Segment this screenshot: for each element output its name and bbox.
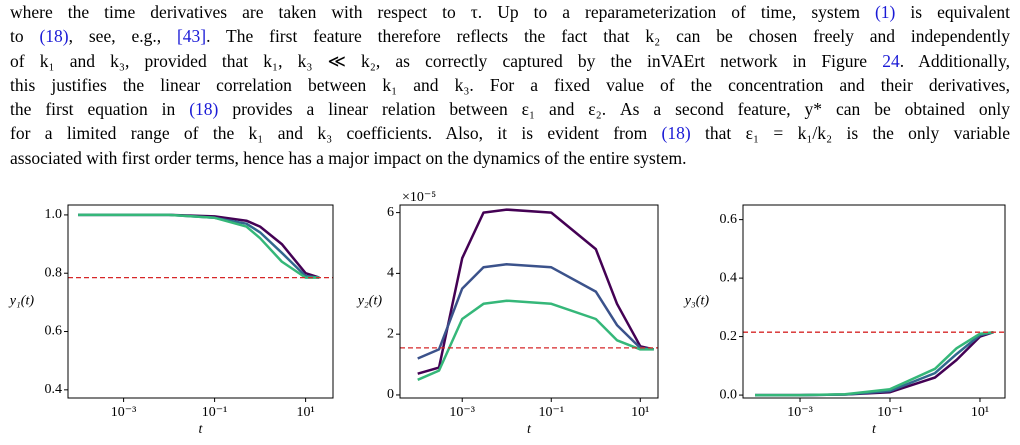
y-tick-label: 0.0	[720, 387, 738, 402]
text: , see, e.g.,	[68, 26, 177, 47]
y-offset-label: ×10⁻⁵	[402, 190, 436, 205]
x-tick-label: 10⁻³	[449, 405, 475, 420]
curve	[755, 331, 994, 397]
y-tick-label: 0.6	[45, 324, 63, 339]
reference-link[interactable]: (1)	[874, 2, 896, 22]
curve	[78, 213, 320, 279]
text-line: this justifies the linear correlation be…	[10, 73, 1010, 97]
text: the first equation in	[10, 99, 190, 120]
y-axis-label: y₂(t)	[356, 294, 383, 309]
curve	[417, 299, 654, 381]
y-tick-label: 0	[387, 387, 394, 402]
x-axis-label: t	[527, 422, 532, 437]
text-line: associated with first order terms, hence…	[10, 146, 1010, 170]
axes-frame	[399, 204, 659, 399]
curve	[417, 263, 654, 360]
curve	[755, 330, 994, 397]
x-tick-label: 10¹	[297, 405, 315, 420]
reference-link[interactable]: [43]	[176, 26, 207, 47]
reference-link[interactable]: (18)	[661, 123, 691, 144]
text: of k₁ and k₃, provided that k₁, k₃ ≪ k₂,…	[10, 50, 883, 71]
curve	[78, 213, 320, 279]
reference-link[interactable]: (18)	[189, 99, 219, 120]
x-tick-label: 10⁻¹	[877, 405, 903, 420]
axes-frame	[742, 204, 1006, 399]
text: associated with first order terms, hence…	[10, 147, 687, 168]
text-line: for a limited range of the k₁ and k₃ coe…	[10, 121, 1010, 145]
text-line: where the time derivatives are taken wit…	[10, 0, 1010, 24]
curve	[755, 330, 994, 397]
text: where the time derivatives are taken wit…	[10, 2, 875, 22]
y-axis-label: y₃(t)	[683, 294, 710, 309]
text: for a limited range of the k₁ and k₃ coe…	[10, 123, 662, 144]
y-tick-label: 0.8	[45, 265, 63, 280]
y-tick-label: 0.2	[720, 329, 738, 344]
y-tick-label: 1.0	[45, 207, 63, 222]
y-axis-label: y₁(t)	[8, 294, 35, 309]
x-tick-label: 10⁻³	[787, 405, 813, 420]
x-tick-label: 10⁻¹	[202, 405, 228, 420]
x-tick-label: 10¹	[971, 405, 989, 420]
y-tick-label: 0.4	[720, 270, 738, 285]
paragraph: where the time derivatives are taken wit…	[10, 0, 1010, 170]
text: is equivalent	[895, 2, 1011, 22]
text: . The first feature therefore reflects t…	[206, 26, 1010, 47]
curve	[417, 208, 654, 375]
x-tick-label: 10¹	[631, 405, 649, 420]
text: . Additionally,	[899, 50, 1010, 71]
reference-link[interactable]: 24	[882, 50, 900, 71]
x-axis-label: t	[872, 422, 877, 437]
y-tick-label: 6	[387, 205, 394, 220]
reference-link[interactable]: (18)	[39, 26, 69, 47]
x-axis-label: t	[199, 422, 204, 437]
x-tick-label: 10⁻³	[111, 405, 137, 420]
y-tick-label: 0.4	[45, 382, 63, 397]
text: this justifies the linear correlation be…	[10, 74, 1010, 95]
x-tick-label: 10⁻¹	[538, 405, 564, 420]
text: to	[10, 26, 40, 47]
y-tick-label: 0.6	[720, 212, 738, 227]
text: that ε₁ = k₁/k₂ is the only variable	[690, 123, 1010, 144]
axes-frame	[67, 204, 334, 399]
text-line: of k₁ and k₃, provided that k₁, k₃ ≪ k₂,…	[10, 49, 1010, 73]
text-line: to (18), see, e.g., [43]. The first feat…	[10, 24, 1010, 48]
text: provides a linear relation between ε₁ an…	[218, 99, 1010, 120]
y-tick-label: 2	[387, 326, 394, 341]
text-line: the first equation in (18) provides a li…	[10, 97, 1010, 121]
y-tick-label: 4	[387, 266, 394, 281]
